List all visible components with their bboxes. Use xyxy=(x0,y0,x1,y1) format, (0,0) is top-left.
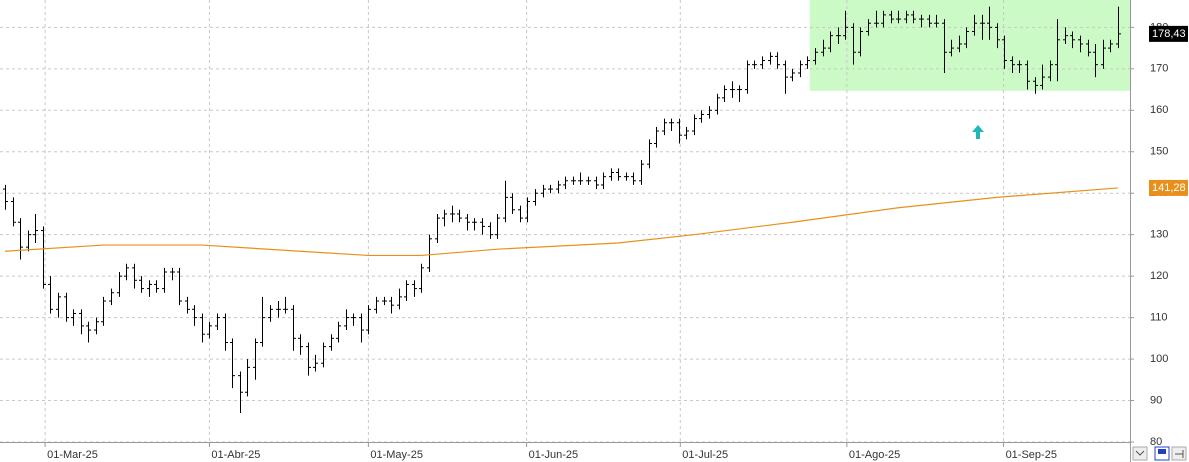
x-tick-label: 01-Mar-25 xyxy=(47,449,98,461)
highlight-region xyxy=(809,0,1130,91)
icon xyxy=(1135,450,1145,456)
arrow-icon xyxy=(972,125,984,139)
y-tick-label: 170 xyxy=(1150,63,1168,75)
background-layer xyxy=(809,0,1130,91)
toolbar xyxy=(1132,446,1187,461)
data-layer xyxy=(3,6,1121,413)
x-tick-label: 01-Abr-25 xyxy=(211,449,260,461)
y-tick-label: 110 xyxy=(1150,312,1168,324)
y-tick-label: 100 xyxy=(1150,353,1168,365)
price-tag-label: 178,43 xyxy=(1152,28,1186,40)
icon xyxy=(1158,449,1166,454)
y-tick-label: 120 xyxy=(1150,270,1168,282)
price-tag xyxy=(1149,25,1188,42)
x-tick-label: 01-Ago-25 xyxy=(849,449,900,461)
y-tick-label: 130 xyxy=(1150,229,1168,241)
y-tick-label: 80 xyxy=(1150,436,1162,448)
grid-layer xyxy=(0,0,1130,443)
x-tick-label: 01-Sep-25 xyxy=(1006,449,1057,461)
scroll-button[interactable] xyxy=(1132,446,1148,461)
icon xyxy=(1175,450,1184,458)
x-tick-label: 01-Jun-25 xyxy=(529,449,579,461)
moving-average xyxy=(4,187,1118,257)
axis-layer: 809010011012013014015016017018001-Mar-25… xyxy=(44,21,1188,461)
y-tick-label: 150 xyxy=(1150,146,1168,158)
ma-tag-label: 141,28 xyxy=(1152,182,1186,194)
y-tick-label: 90 xyxy=(1150,394,1162,406)
x-tick-label: 01-May-25 xyxy=(370,449,423,461)
ma-tag xyxy=(1149,179,1188,196)
x-tick-label: 01-Jul-25 xyxy=(682,449,728,461)
y-tick-label: 160 xyxy=(1150,104,1168,116)
